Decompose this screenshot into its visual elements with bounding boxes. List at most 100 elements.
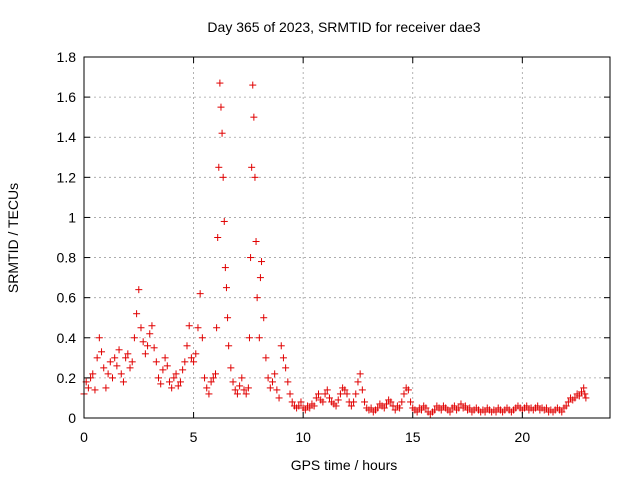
data-point (279, 354, 287, 362)
x-axis-label: GPS time / hours (291, 457, 398, 473)
data-point (582, 394, 590, 402)
data-point (336, 390, 344, 398)
y-tick-label: 1.8 (57, 49, 77, 65)
data-point (222, 284, 230, 292)
data-point (84, 384, 92, 392)
data-point (150, 344, 158, 352)
data-point (196, 290, 204, 298)
data-point (161, 354, 169, 362)
data-point (227, 364, 235, 372)
data-point (148, 322, 156, 330)
data-point (312, 394, 320, 402)
data-point (352, 390, 360, 398)
data-point (93, 354, 101, 362)
data-point (581, 390, 589, 398)
data-point (297, 398, 305, 406)
data-point (238, 374, 246, 382)
data-point (176, 378, 184, 386)
data-point (117, 370, 125, 378)
data-point (205, 390, 213, 398)
data-point (306, 404, 314, 412)
data-point (163, 362, 171, 370)
data-point (277, 342, 285, 350)
data-point (319, 398, 327, 406)
data-point (102, 384, 110, 392)
data-point (179, 366, 187, 374)
data-point (155, 374, 163, 382)
data-point (387, 398, 395, 406)
data-point (310, 402, 318, 410)
data-point (252, 238, 260, 246)
data-point (268, 378, 276, 386)
data-point (135, 286, 143, 294)
data-point (201, 374, 209, 382)
data-point (315, 390, 323, 398)
data-point (367, 404, 375, 412)
data-point (266, 384, 274, 392)
data-point (374, 404, 382, 412)
data-point (214, 234, 222, 241)
data-point (219, 173, 227, 181)
data-point (146, 330, 154, 338)
data-point (229, 378, 237, 386)
data-point (213, 324, 221, 332)
data-point (407, 398, 415, 406)
y-tick-label: 1.2 (57, 169, 77, 185)
data-point (218, 129, 226, 137)
data-point (133, 310, 141, 318)
data-point (141, 350, 149, 358)
data-point (174, 382, 182, 390)
data-point (400, 390, 408, 398)
data-point (139, 338, 147, 346)
data-point (284, 378, 292, 386)
data-point (233, 390, 241, 398)
data-point (260, 314, 268, 322)
data-point (264, 374, 272, 382)
data-point (152, 358, 160, 366)
data-point (165, 378, 173, 386)
data-point (209, 374, 217, 382)
data-point (262, 354, 270, 362)
data-point (113, 362, 121, 370)
data-point (122, 354, 130, 362)
data-point (343, 390, 351, 398)
data-point (187, 354, 195, 362)
data-point (190, 358, 198, 366)
data-point (258, 258, 266, 266)
data-point (217, 103, 225, 111)
data-point (251, 173, 259, 181)
data-point (580, 384, 588, 392)
data-point (216, 79, 224, 87)
grid-layer (84, 57, 610, 418)
data-point (95, 334, 103, 342)
data-point (446, 408, 454, 416)
data-point (431, 406, 439, 414)
data-point (240, 386, 248, 394)
y-tick-label: 0.2 (57, 370, 77, 386)
data-point (137, 324, 145, 332)
y-tick-label: 1 (68, 209, 76, 225)
data-point (295, 402, 303, 410)
data-point (157, 380, 165, 388)
y-tick-label: 0.6 (57, 290, 77, 306)
data-point (168, 384, 176, 392)
data-point (221, 264, 229, 272)
data-point (106, 358, 114, 366)
data-point (492, 408, 500, 416)
data-point (347, 402, 355, 410)
x-tick-label: 20 (515, 429, 531, 445)
data-point (126, 364, 134, 372)
data-point (247, 254, 255, 262)
data-point (571, 394, 579, 402)
data-point (225, 342, 233, 350)
data-point (231, 386, 239, 394)
data-point (575, 392, 583, 400)
data-point (144, 342, 152, 350)
data-point (108, 374, 116, 382)
data-point (194, 324, 202, 332)
data-point (119, 378, 127, 386)
data-point (185, 322, 193, 330)
data-point (248, 163, 256, 171)
data-point (256, 274, 264, 282)
